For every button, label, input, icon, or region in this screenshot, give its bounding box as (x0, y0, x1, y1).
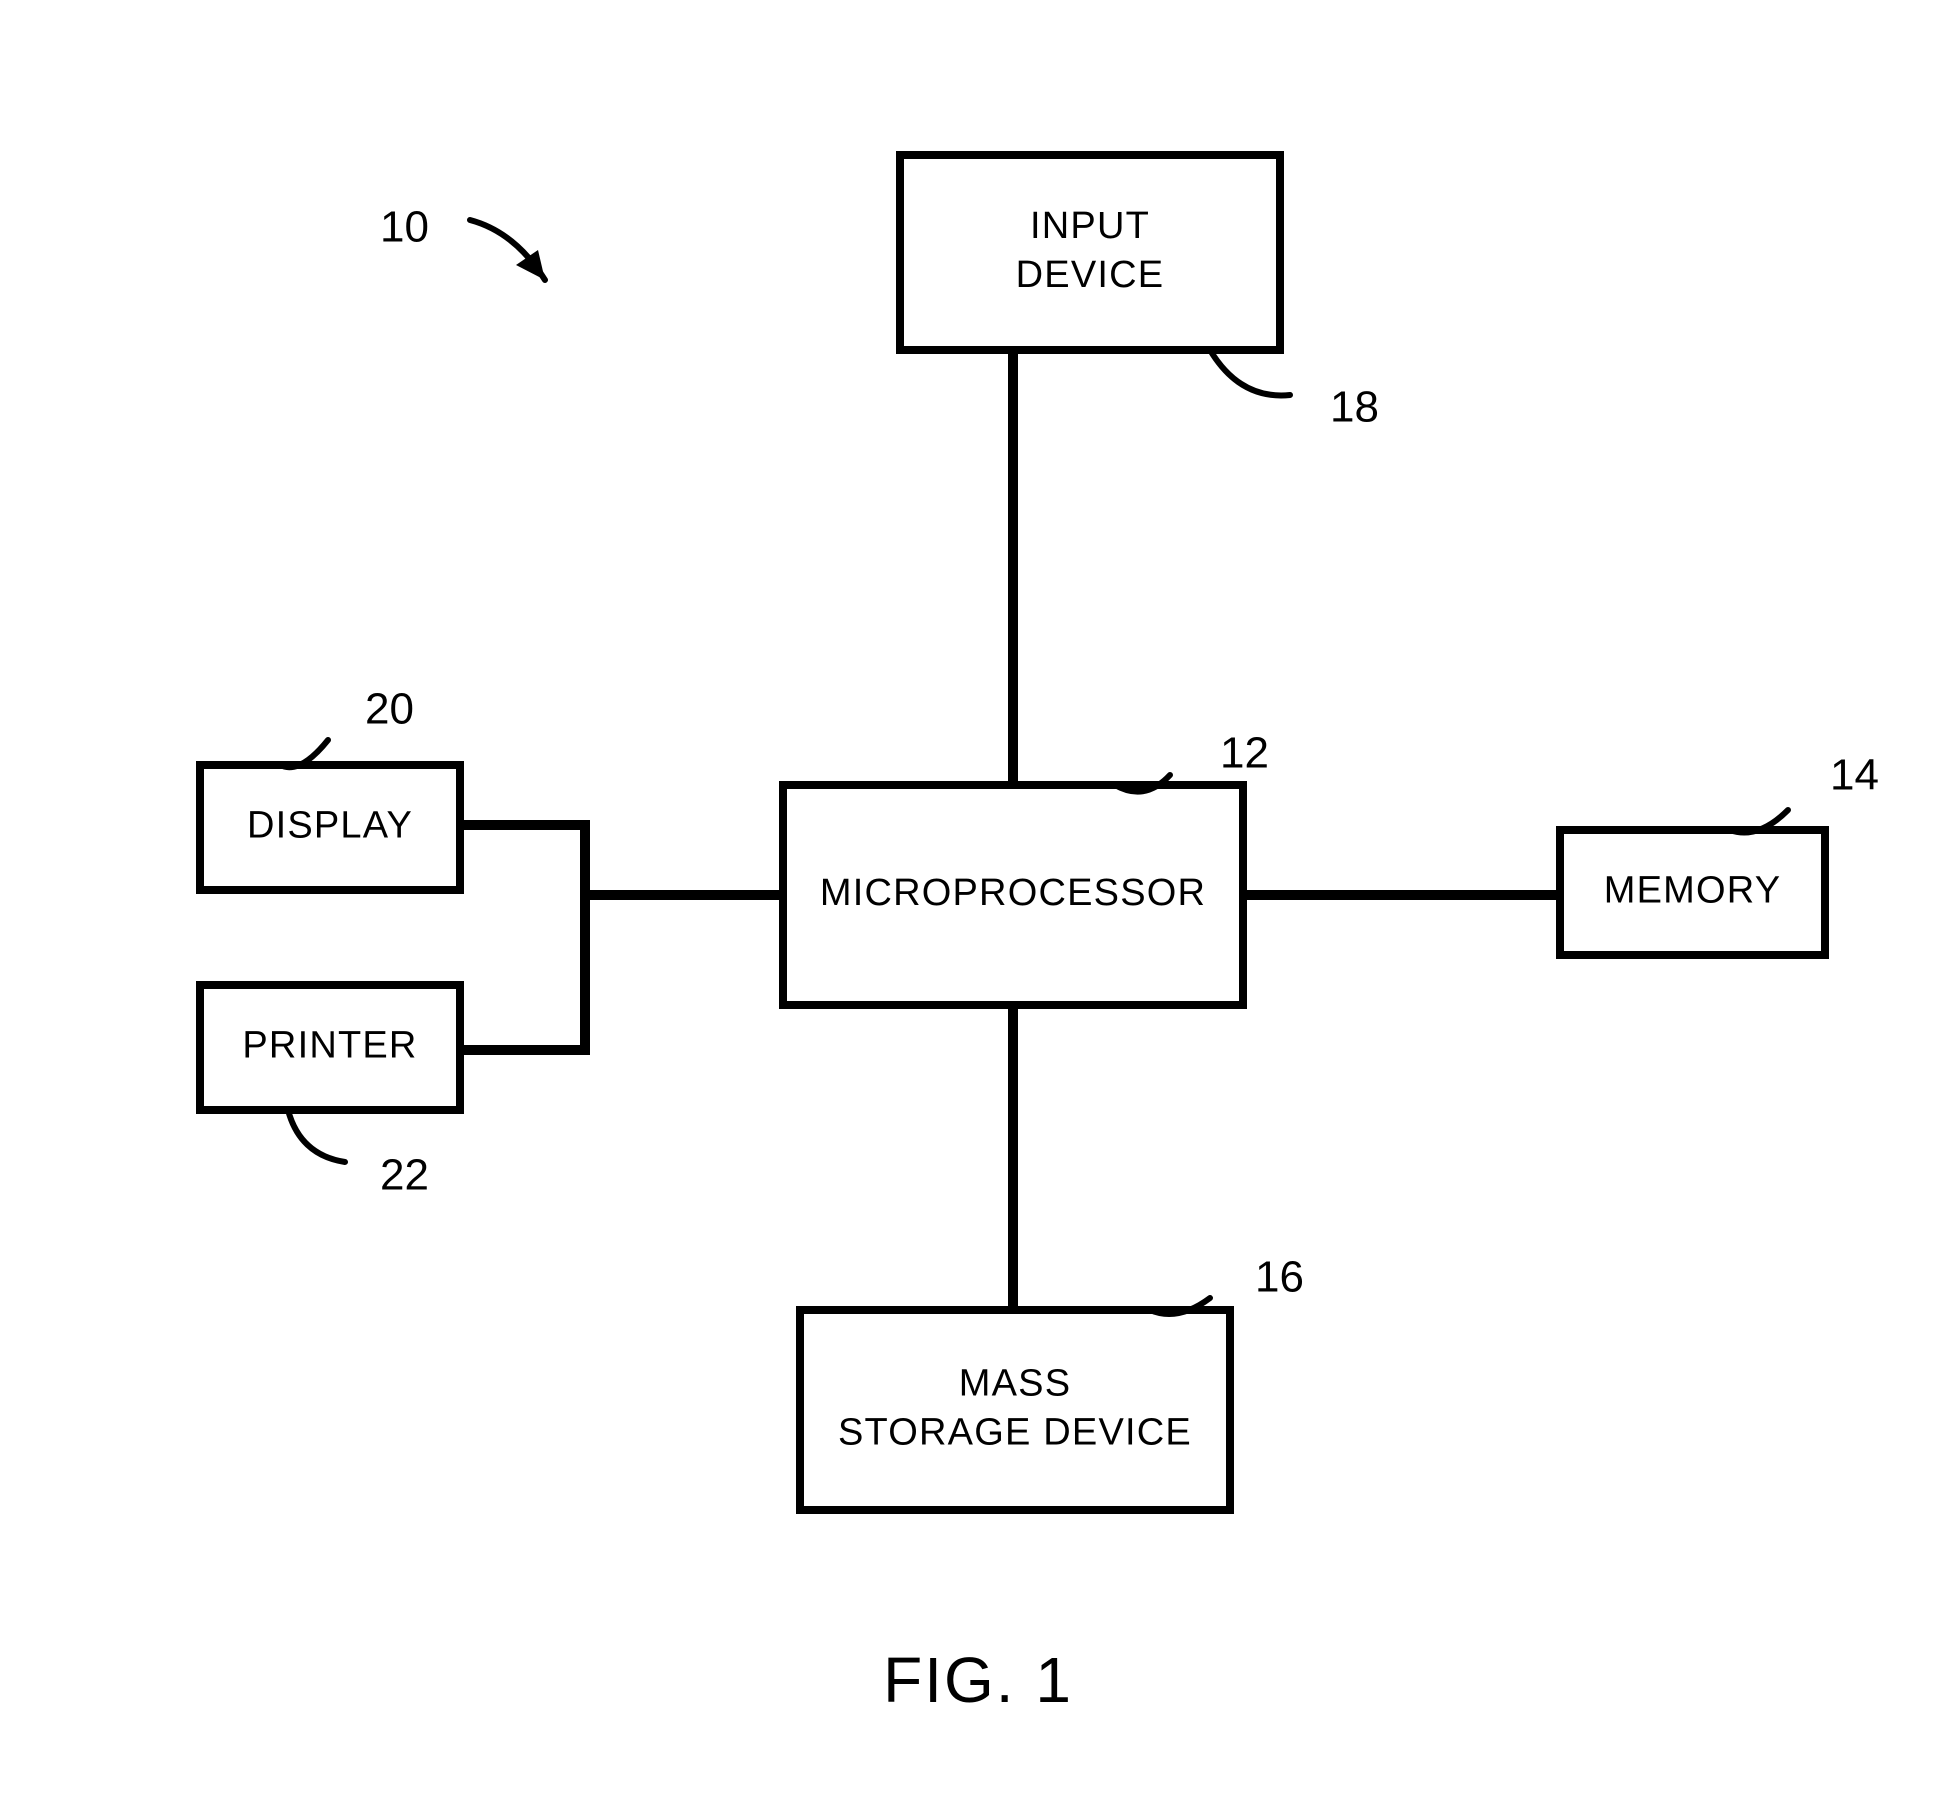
printer-ref-number: 22 (380, 1151, 429, 1200)
mass_storage-ref-number: 16 (1255, 1253, 1304, 1302)
memory-label: MEMORY (1604, 870, 1782, 912)
input_device-box (900, 155, 1280, 350)
input_device-label: DEVICE (1016, 254, 1165, 296)
input_device-label: INPUT (1030, 205, 1150, 247)
mass_storage-box (800, 1310, 1230, 1510)
system-ref-number: 10 (380, 203, 429, 252)
mass_storage-label: MASS (959, 1363, 1072, 1405)
microprocessor-label: MICROPROCESSOR (820, 872, 1206, 914)
input_device-ref-number: 18 (1330, 383, 1379, 432)
memory-ref-number: 14 (1830, 751, 1879, 800)
printer-label: PRINTER (242, 1025, 417, 1067)
microprocessor-ref-number: 12 (1220, 729, 1269, 778)
figure-title: FIG. 1 (883, 1644, 1073, 1716)
display-ref-number: 20 (365, 685, 414, 734)
display-label: DISPLAY (247, 805, 413, 847)
mass_storage-label: STORAGE DEVICE (838, 1411, 1192, 1453)
